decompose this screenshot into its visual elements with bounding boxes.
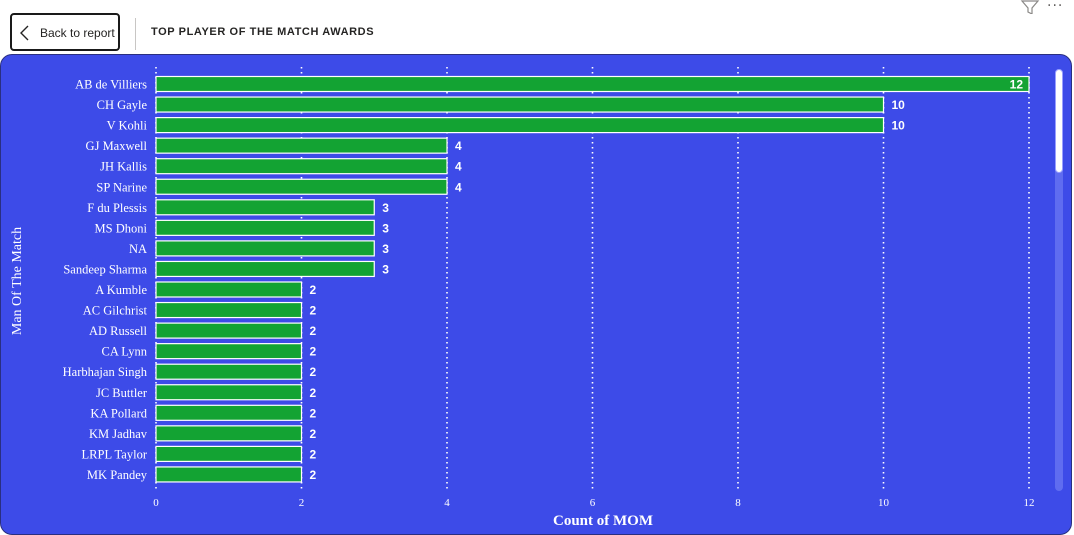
x-tick-label: 12 — [1024, 497, 1035, 509]
data-label: 4 — [455, 139, 462, 153]
category-label: CA Lynn — [102, 345, 148, 359]
bar — [155, 75, 1030, 93]
data-label: 10 — [892, 98, 906, 112]
category-label: KA Pollard — [90, 406, 147, 420]
bar — [155, 301, 303, 319]
page-title: TOP PLAYER OF THE MATCH AWARDS — [151, 26, 375, 38]
bar — [155, 199, 375, 216]
category-label: GJ Maxwell — [86, 139, 148, 153]
data-label: 3 — [382, 201, 389, 215]
category-label: CH Gayle — [97, 98, 148, 112]
data-label: 4 — [455, 180, 462, 194]
bar — [155, 425, 303, 442]
bar — [155, 178, 448, 195]
category-label: NA — [129, 242, 147, 256]
back-button-label: Back to report — [40, 26, 115, 40]
scrollbar-thumb[interactable] — [1055, 69, 1063, 173]
category-label: AC Gilchrist — [83, 304, 148, 318]
category-label: Sandeep Sharma — [63, 262, 147, 276]
x-tick-label: 8 — [735, 497, 741, 509]
data-label: 3 — [382, 262, 389, 276]
x-tick-label: 4 — [444, 497, 450, 509]
x-tick-label: 10 — [878, 497, 890, 509]
x-tick-label: 0 — [153, 497, 159, 509]
bar — [155, 466, 303, 483]
category-label: SP Narine — [96, 180, 147, 194]
bar — [155, 137, 448, 154]
bar — [155, 281, 303, 298]
bar — [155, 219, 375, 236]
category-label: KM Jadhav — [89, 427, 148, 441]
category-label: JC Buttler — [96, 386, 148, 400]
category-label: MS Dhoni — [95, 221, 148, 235]
bar — [155, 96, 885, 113]
data-label: 10 — [892, 119, 906, 133]
bar — [155, 322, 303, 339]
category-label: A Kumble — [95, 283, 147, 297]
category-label: LRPL Taylor — [82, 447, 148, 461]
data-label: 2 — [310, 386, 317, 400]
data-label: 2 — [310, 304, 317, 318]
bar — [155, 384, 303, 401]
scrollbar-track[interactable] — [1055, 69, 1063, 491]
data-label: 2 — [310, 324, 317, 338]
bar — [155, 404, 303, 421]
data-label: 3 — [382, 242, 389, 256]
header-divider — [135, 18, 136, 50]
category-label: AD Russell — [89, 324, 148, 338]
chart-panel: AB de Villiers CH Gayle V Kohli GJ Maxwell J… — [0, 54, 1072, 535]
data-labels: 12 10 10 4 4 4 3 3 3 3 2 2 2 2 2 2 2 2 2 2 — [310, 78, 1024, 482]
category-label: Harbhajan Singh — [63, 365, 148, 379]
data-label: 2 — [310, 345, 317, 359]
category-label: MK Pandey — [87, 468, 148, 482]
data-label: 2 — [310, 427, 317, 441]
category-label: F du Plessis — [87, 201, 147, 215]
data-label: 4 — [455, 160, 462, 174]
bar — [155, 158, 448, 175]
data-label: 2 — [310, 447, 317, 461]
data-label: 3 — [382, 221, 389, 235]
x-tick-label: 6 — [590, 497, 596, 509]
more-options-icon[interactable]: ··· — [1047, 0, 1064, 14]
bars — [155, 75, 1030, 483]
data-label: 2 — [310, 283, 317, 297]
bar — [155, 343, 303, 360]
back-to-report-button[interactable]: Back to report — [10, 13, 120, 51]
data-label: 2 — [310, 406, 317, 420]
category-labels: AB de Villiers CH Gayle V Kohli GJ Maxwell J… — [63, 78, 148, 482]
chevron-left-icon — [20, 25, 29, 41]
x-axis-label: Count of MOM — [553, 513, 653, 529]
category-label: V Kohli — [107, 119, 148, 133]
bar — [155, 116, 885, 134]
data-label: 2 — [310, 365, 317, 379]
category-label: AB de Villiers — [75, 78, 147, 92]
x-tick-label: 2 — [299, 497, 305, 509]
category-label: JH Kallis — [100, 160, 147, 174]
y-axis-label: Man Of The Match — [10, 227, 25, 335]
bar — [155, 445, 303, 462]
filter-icon[interactable] — [1020, 0, 1040, 14]
bar — [155, 363, 303, 380]
bar — [155, 240, 375, 257]
x-tick-labels: 0 2 4 6 8 10 12 — [153, 497, 1034, 509]
gridlines — [155, 67, 1030, 489]
bar-chart: AB de Villiers CH Gayle V Kohli GJ Maxwell J… — [10, 67, 1035, 529]
bar — [155, 260, 375, 278]
data-label: 12 — [1010, 78, 1024, 92]
data-label: 2 — [310, 468, 317, 482]
